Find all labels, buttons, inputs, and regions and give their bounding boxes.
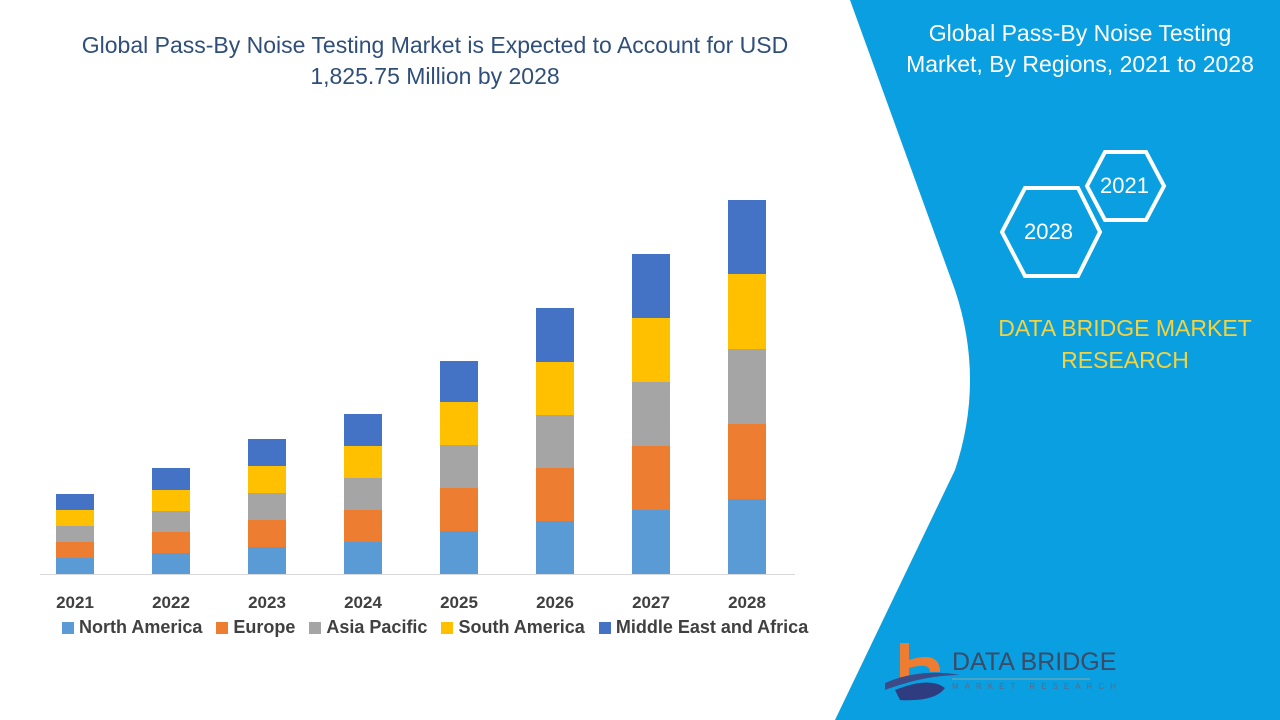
legend-label: North America — [79, 617, 203, 637]
blue-panel — [835, 0, 1280, 720]
bar-segment-north-america-2026 — [536, 521, 574, 574]
bar-segment-asia-pacific-2021 — [56, 526, 94, 542]
bar-segment-middle-east-and-africa-2023 — [248, 439, 286, 466]
legend-item: Middle East and Africa — [598, 617, 809, 638]
bar-segment-middle-east-and-africa-2021 — [56, 494, 94, 510]
bar-segment-europe-2021 — [56, 542, 94, 558]
bar-segment-asia-pacific-2028 — [728, 349, 766, 424]
legend-swatch — [441, 621, 454, 634]
bar-segment-north-america-2022 — [152, 553, 190, 574]
hexagon-2021 — [1084, 150, 1167, 222]
legend-label: Asia Pacific — [326, 617, 428, 637]
bar-segment-europe-2028 — [728, 424, 766, 499]
bar-segment-middle-east-and-africa-2026 — [536, 308, 574, 362]
bar-segment-north-america-2024 — [344, 542, 382, 574]
hexagon-2028 — [999, 186, 1103, 278]
legend-item: Asia Pacific — [309, 617, 427, 638]
x-tick-label: 2021 — [56, 593, 94, 612]
x-tick-label: 2023 — [248, 593, 286, 612]
logo-title: DATA BRIDGE — [952, 648, 1117, 676]
bar-segment-north-america-2021 — [56, 558, 94, 574]
bar-segment-asia-pacific-2022 — [152, 511, 190, 532]
bar-segment-south-america-2021 — [56, 510, 94, 526]
bar-segment-south-america-2028 — [728, 274, 766, 349]
legend-swatch — [62, 621, 74, 634]
bar-segment-asia-pacific-2025 — [440, 445, 478, 488]
bar-segment-europe-2025 — [440, 488, 478, 531]
bar-segment-middle-east-and-africa-2028 — [728, 200, 766, 274]
bar-segment-middle-east-and-africa-2022 — [152, 468, 190, 490]
legend-swatch — [216, 621, 229, 634]
bar-segment-south-america-2023 — [248, 466, 286, 493]
bar-segment-europe-2023 — [248, 520, 286, 547]
x-tick-label: 2022 — [152, 593, 190, 612]
hexagon-label-2021: 2021 — [1100, 173, 1149, 198]
bar-segment-asia-pacific-2024 — [344, 478, 382, 510]
bar-segment-asia-pacific-2026 — [536, 415, 574, 468]
legend-item: North America — [62, 617, 202, 638]
legend-swatch — [598, 621, 611, 634]
bar-segment-north-america-2023 — [248, 547, 286, 574]
bar-segment-middle-east-and-africa-2025 — [440, 361, 478, 402]
legend-label: South America — [458, 617, 585, 637]
bar-segment-south-america-2022 — [152, 490, 190, 511]
x-tick-label: 2025 — [440, 593, 478, 612]
hexagon-label-2028: 2028 — [1024, 219, 1073, 244]
legend-item: South America — [441, 617, 585, 638]
logo-icon — [885, 643, 960, 701]
brand-name: DATA BRIDGE MARKET RESEARCH — [998, 315, 1252, 373]
chart-title: Global Pass-By Noise Testing Market is E… — [81, 32, 789, 89]
bar-segment-europe-2027 — [632, 446, 670, 510]
legend-swatch — [309, 621, 322, 634]
x-tick-label: 2027 — [632, 593, 670, 612]
bar-segment-south-america-2026 — [536, 362, 574, 415]
bar-segment-asia-pacific-2027 — [632, 382, 670, 446]
panel-title: Global Pass-By Noise Testing Market, By … — [906, 20, 1254, 77]
bar-segment-europe-2026 — [536, 468, 574, 521]
bar-segment-north-america-2027 — [632, 510, 670, 574]
legend: North America Europe Asia Pacific South … — [62, 617, 808, 638]
bar-segment-middle-east-and-africa-2027 — [632, 254, 670, 318]
logo-subtitle: MARKET RESEARCH — [952, 682, 1122, 691]
bar-segment-europe-2024 — [344, 510, 382, 542]
x-tick-label: 2026 — [536, 593, 574, 612]
bar-segment-south-america-2024 — [344, 446, 382, 478]
bar-segment-asia-pacific-2023 — [248, 493, 286, 520]
x-tick-label: 2028 — [728, 593, 766, 612]
legend-label: Middle East and Africa — [615, 617, 809, 637]
bar-segment-north-america-2025 — [440, 531, 478, 574]
bar-segment-south-america-2025 — [440, 402, 478, 445]
legend-item: Europe — [216, 617, 295, 638]
bar-segment-middle-east-and-africa-2024 — [344, 414, 382, 446]
bar-segment-north-america-2028 — [728, 499, 766, 574]
bar-segment-europe-2022 — [152, 532, 190, 553]
legend-label: Europe — [233, 617, 296, 637]
x-tick-label: 2024 — [344, 593, 382, 612]
bar-segment-south-america-2027 — [632, 318, 670, 382]
